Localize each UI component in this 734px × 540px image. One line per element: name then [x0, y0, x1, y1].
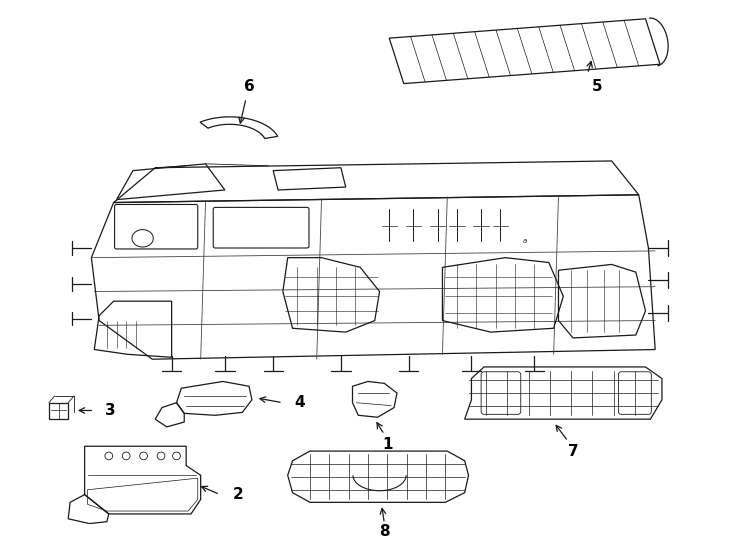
- Text: 5: 5: [592, 79, 603, 94]
- Text: 1: 1: [382, 437, 393, 452]
- Text: 4: 4: [294, 395, 305, 410]
- Text: a: a: [523, 238, 527, 244]
- Text: 7: 7: [567, 443, 578, 458]
- Text: 8: 8: [379, 524, 390, 538]
- Text: 6: 6: [244, 79, 255, 94]
- Text: 3: 3: [105, 403, 115, 418]
- Text: 2: 2: [233, 487, 244, 502]
